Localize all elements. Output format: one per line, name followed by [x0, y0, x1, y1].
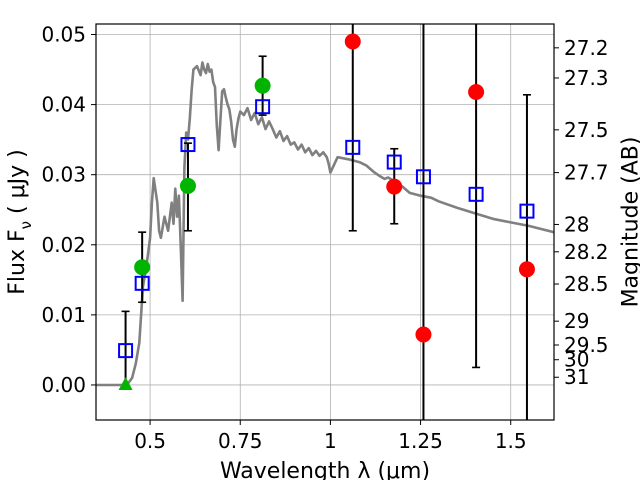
y-tick-label: 0.04	[41, 93, 86, 117]
axis-ticks: 0.5 0.75 1 1.25 1.5 0.00 0.01 0.02 0.03 0.04 0.05 2…	[41, 23, 608, 453]
x-axis-label: Wavelength λ (μm)	[220, 459, 430, 480]
detection-point	[254, 77, 271, 94]
plot-data	[96, 24, 554, 420]
y2-axis-label: Magnitude (AB)	[619, 137, 640, 308]
x-tick-label: 0.75	[218, 429, 263, 453]
y2-tick-label: 27.2	[564, 36, 609, 60]
y2-tick-label: 28.5	[564, 272, 609, 296]
y-tick-label: 0.05	[41, 23, 86, 47]
non-detection-point	[518, 261, 535, 278]
model-photometry-square	[345, 139, 361, 155]
detection-point	[179, 177, 196, 194]
non-detection-point	[344, 33, 361, 50]
model-photometry-square	[519, 203, 535, 219]
model-photometry-square	[118, 343, 134, 359]
non-detection-point	[415, 326, 432, 343]
y-axis-label: Flux Fν ( μJy )	[5, 149, 36, 294]
model-photometry-square	[134, 275, 150, 291]
detection-point	[134, 259, 151, 276]
y2-tick-label: 27.3	[564, 66, 609, 90]
plot-frame	[95, 23, 555, 421]
y-tick-label: 0.01	[41, 303, 86, 327]
y2-tick-label: 29	[564, 309, 589, 333]
model-spectrum-line	[96, 61, 554, 387]
y2-tick-label: 29.5	[564, 333, 609, 357]
y2-tick-label: 30	[564, 348, 589, 372]
y2-tick-label: 31	[564, 365, 589, 389]
model-photometry-square	[255, 99, 271, 115]
y-tick-label: 0.02	[41, 233, 86, 257]
y2-tick-label: 27.5	[564, 118, 609, 142]
y2-tick-label: 28.2	[564, 240, 609, 264]
x-tick-label: 0.5	[134, 429, 166, 453]
y-tick-label: 0.03	[41, 163, 86, 187]
y2-tick-label: 27.7	[564, 161, 609, 185]
model-photometry-square	[180, 137, 196, 153]
non-detection-point	[386, 178, 403, 195]
x-tick-label: 1.5	[495, 429, 527, 453]
y-tick-label: 0.00	[41, 373, 86, 397]
model-photometry-square	[415, 169, 431, 185]
x-tick-label: 1.25	[398, 429, 443, 453]
x-tick-label: 1	[324, 429, 337, 453]
upper-limit-triangle	[118, 376, 133, 390]
y2-tick-label: 28	[564, 212, 589, 236]
model-photometry-square	[386, 154, 402, 170]
model-photometry-square	[468, 186, 484, 202]
non-detection-point	[468, 83, 485, 100]
